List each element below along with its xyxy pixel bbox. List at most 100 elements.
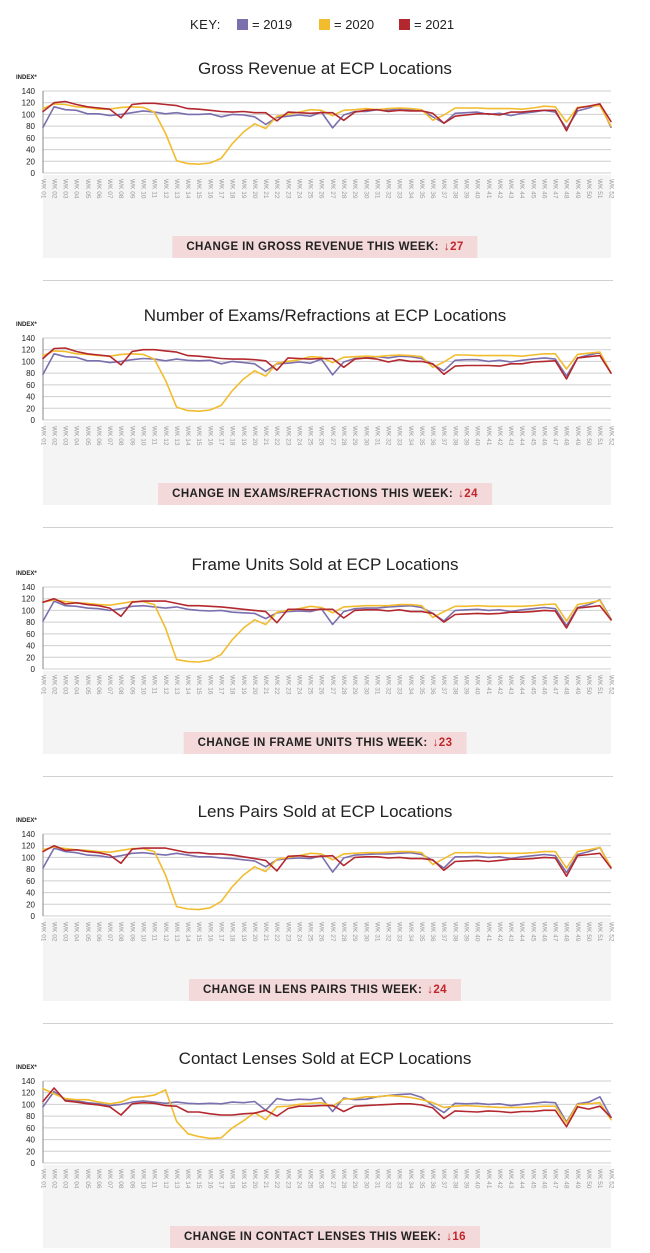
x-tick-label: WK 50 <box>585 922 592 942</box>
x-tick-label: WK 44 <box>518 426 525 446</box>
x-tick-label: WK 45 <box>529 675 536 695</box>
x-tick-label: WK 50 <box>585 426 592 446</box>
x-tick-label: WK 29 <box>351 922 358 942</box>
x-tick-label: WK 05 <box>84 675 91 695</box>
x-tick-label: WK 12 <box>162 922 169 942</box>
x-tick-label: WK 17 <box>217 1169 224 1189</box>
change-banner: CHANGE IN GROSS REVENUE THIS WEEK: ↓27 <box>172 236 478 258</box>
x-tick-label: WK 34 <box>407 426 414 446</box>
x-tick-label: WK 33 <box>396 1169 403 1189</box>
x-tick-label: WK 03 <box>62 675 69 695</box>
change-banner: CHANGE IN LENS PAIRS THIS WEEK: ↓24 <box>189 979 461 1001</box>
x-tick-label: WK 35 <box>418 426 425 446</box>
x-tick-label: WK 05 <box>84 922 91 942</box>
x-tick-label: WK 08 <box>117 426 124 446</box>
x-tick-label: WK 34 <box>407 179 414 199</box>
x-tick-label: WK 22 <box>273 675 280 695</box>
x-tick-label: WK 49 <box>574 1169 581 1189</box>
x-tick-label: WK 41 <box>485 179 492 199</box>
series-line-2019 <box>42 846 612 874</box>
key-entry-2021: = 2021 <box>414 17 455 32</box>
x-tick-label: WK 19 <box>240 1169 247 1189</box>
x-tick-label: WK 42 <box>496 675 503 695</box>
x-tick-label: WK 18 <box>229 1169 236 1189</box>
x-tick-label: WK 43 <box>507 675 514 695</box>
x-tick-label: WK 09 <box>128 675 135 695</box>
x-tick-label: WK 23 <box>284 426 291 446</box>
x-tick-label: WK 28 <box>340 1169 347 1189</box>
x-tick-label: WK 20 <box>251 179 258 199</box>
x-tick-label: WK 24 <box>295 426 302 446</box>
x-tick-label: WK 03 <box>62 1169 69 1189</box>
x-tick-label: WK 31 <box>373 675 380 695</box>
x-tick-label: WK 32 <box>385 1169 392 1189</box>
x-tick-label: WK 45 <box>529 426 536 446</box>
x-tick-label: WK 39 <box>462 922 469 942</box>
x-tick-label: WK 33 <box>396 922 403 942</box>
x-tick-label: WK 51 <box>596 426 603 446</box>
x-tick-label: WK 16 <box>206 675 213 695</box>
x-tick-label: WK 07 <box>106 426 113 446</box>
x-tick-label: WK 01 <box>39 426 46 446</box>
series-line-2019 <box>42 351 612 377</box>
x-tick-label: WK 32 <box>385 922 392 942</box>
y-tick-label: 20 <box>26 900 35 909</box>
x-tick-label: WK 48 <box>563 179 570 199</box>
x-tick-label: WK 25 <box>307 179 314 199</box>
change-label: CHANGE IN LENS PAIRS THIS WEEK: <box>203 984 423 996</box>
x-tick-label: WK 06 <box>95 675 102 695</box>
x-tick-label: WK 21 <box>262 1169 269 1189</box>
x-tick-label: WK 29 <box>351 675 358 695</box>
x-tick-label: WK 30 <box>362 922 369 942</box>
x-tick-label: WK 19 <box>240 675 247 695</box>
key-swatch-2021 <box>399 19 410 30</box>
chart-4: Contact Lenses Sold at ECP Locations INDE… <box>16 1049 614 1248</box>
x-tick-label: WK 29 <box>351 179 358 199</box>
x-tick-label: WK 21 <box>262 675 269 695</box>
x-tick-label: WK 27 <box>329 922 336 942</box>
x-tick-label: WK 14 <box>184 922 191 942</box>
y-tick-label: 140 <box>22 334 36 343</box>
x-tick-label: WK 09 <box>128 1169 135 1189</box>
y-tick-label: 100 <box>22 110 36 119</box>
x-tick-label: WK 27 <box>329 179 336 199</box>
x-tick-label: WK 02 <box>50 426 57 446</box>
x-tick-label: WK 04 <box>73 675 80 695</box>
x-tick-label: WK 36 <box>429 675 436 695</box>
y-axis-label: INDEX* <box>16 818 37 824</box>
x-tick-label: WK 28 <box>340 922 347 942</box>
x-tick-label: WK 46 <box>540 179 547 199</box>
x-tick-label: WK 05 <box>84 179 91 199</box>
x-tick-label: WK 30 <box>362 1169 369 1189</box>
y-tick-label: 80 <box>26 1112 35 1121</box>
x-tick-label: WK 21 <box>262 922 269 942</box>
x-tick-label: WK 49 <box>574 179 581 199</box>
x-tick-label: WK 10 <box>140 675 147 695</box>
x-tick-label: WK 48 <box>563 922 570 942</box>
x-tick-label: WK 12 <box>162 1169 169 1189</box>
x-tick-label: WK 04 <box>73 179 80 199</box>
change-banner: CHANGE IN CONTACT LENSES THIS WEEK: ↓16 <box>170 1226 480 1248</box>
x-tick-label: WK 15 <box>195 426 202 446</box>
x-tick-label: WK 46 <box>540 675 547 695</box>
x-tick-label: WK 09 <box>128 922 135 942</box>
x-tick-label: WK 48 <box>563 675 570 695</box>
chart-title: Frame Units Sold at ECP Locations <box>191 555 458 574</box>
x-tick-label: WK 51 <box>596 1169 603 1189</box>
key-label: KEY: <box>190 17 221 32</box>
x-tick-label: WK 06 <box>95 1169 102 1189</box>
y-tick-label: 140 <box>22 583 36 592</box>
change-label: CHANGE IN CONTACT LENSES THIS WEEK: <box>184 1231 442 1243</box>
chart-title: Number of Exams/Refractions at ECP Locat… <box>144 306 507 325</box>
x-tick-label: WK 26 <box>318 675 325 695</box>
x-tick-label: WK 47 <box>552 426 559 446</box>
x-tick-label: WK 12 <box>162 675 169 695</box>
y-tick-label: 80 <box>26 618 35 627</box>
x-tick-label: WK 47 <box>552 1169 559 1189</box>
x-tick-label: WK 37 <box>440 675 447 695</box>
x-tick-label: WK 20 <box>251 1169 258 1189</box>
y-tick-label: 0 <box>31 912 36 921</box>
change-value: ↓24 <box>458 488 478 500</box>
y-tick-label: 20 <box>26 157 35 166</box>
x-tick-label: WK 38 <box>451 922 458 942</box>
